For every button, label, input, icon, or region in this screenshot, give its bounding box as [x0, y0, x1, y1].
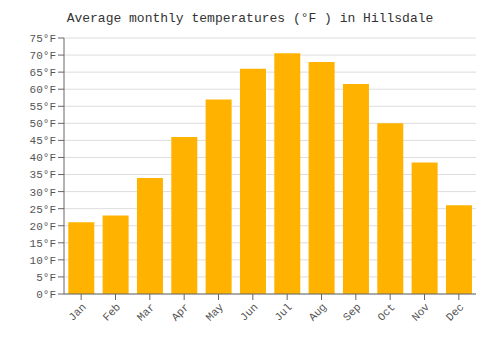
svg-text:Aug: Aug: [307, 301, 329, 323]
svg-text:10°F: 10°F: [30, 255, 56, 267]
svg-text:Oct: Oct: [375, 301, 397, 323]
svg-text:Nov: Nov: [410, 301, 433, 324]
svg-text:30°F: 30°F: [30, 187, 56, 199]
svg-text:60°F: 60°F: [30, 84, 56, 96]
svg-text:May: May: [204, 301, 227, 324]
svg-text:35°F: 35°F: [30, 169, 56, 181]
svg-text:Jun: Jun: [238, 301, 260, 323]
svg-text:25°F: 25°F: [30, 204, 56, 216]
svg-text:5°F: 5°F: [36, 272, 56, 284]
svg-text:Feb: Feb: [101, 301, 123, 323]
svg-text:Jul: Jul: [272, 301, 294, 323]
svg-text:Apr: Apr: [169, 301, 191, 323]
svg-text:15°F: 15°F: [30, 238, 56, 250]
svg-text:45°F: 45°F: [30, 135, 56, 147]
html-text:Average monthly temperatures (: Average monthly temperatures (°F ) in Hi…: [66, 11, 434, 26]
svg-text:65°F: 65°F: [30, 67, 56, 79]
svg-text:70°F: 70°F: [30, 50, 56, 62]
svg-text:Mar: Mar: [135, 301, 157, 323]
svg-text:50°F: 50°F: [30, 118, 56, 130]
svg-text:75°F: 75°F: [30, 33, 56, 45]
svg-text:Jan: Jan: [66, 301, 88, 323]
svg-text:20°F: 20°F: [30, 221, 56, 233]
svg-text:40°F: 40°F: [30, 152, 56, 164]
svg-text:0°F: 0°F: [36, 289, 56, 301]
svg-text:55°F: 55°F: [30, 101, 56, 113]
svg-text:Dec: Dec: [444, 301, 466, 323]
svg-text:Sep: Sep: [341, 301, 363, 323]
